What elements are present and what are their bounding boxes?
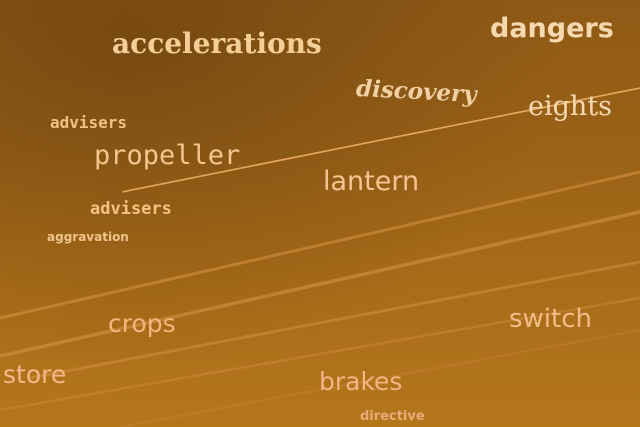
contrail-3 [29,260,640,380]
word-advisers-top: advisers [50,113,128,132]
word-dangers: dangers [490,13,614,44]
contrail-1 [0,170,640,320]
word-brakes: brakes [319,367,403,396]
word-lantern: lantern [323,166,420,197]
word-switch: switch [509,304,593,334]
word-eights: eights [528,91,612,122]
word-store: store [3,360,67,389]
contrail-4 [0,296,640,412]
word-directive: directive [360,409,425,424]
contrail-2 [0,210,640,358]
word-crops: crops [108,309,176,338]
contrail-thin [121,87,640,193]
contrail-5 [119,329,640,427]
word-aggravation: aggravation [47,230,129,244]
word-accelerations: accelerations [112,27,322,60]
word-advisers-bottom: advisers [90,199,172,219]
word-propeller: propeller [94,140,241,171]
word-discovery: discovery [355,74,478,109]
